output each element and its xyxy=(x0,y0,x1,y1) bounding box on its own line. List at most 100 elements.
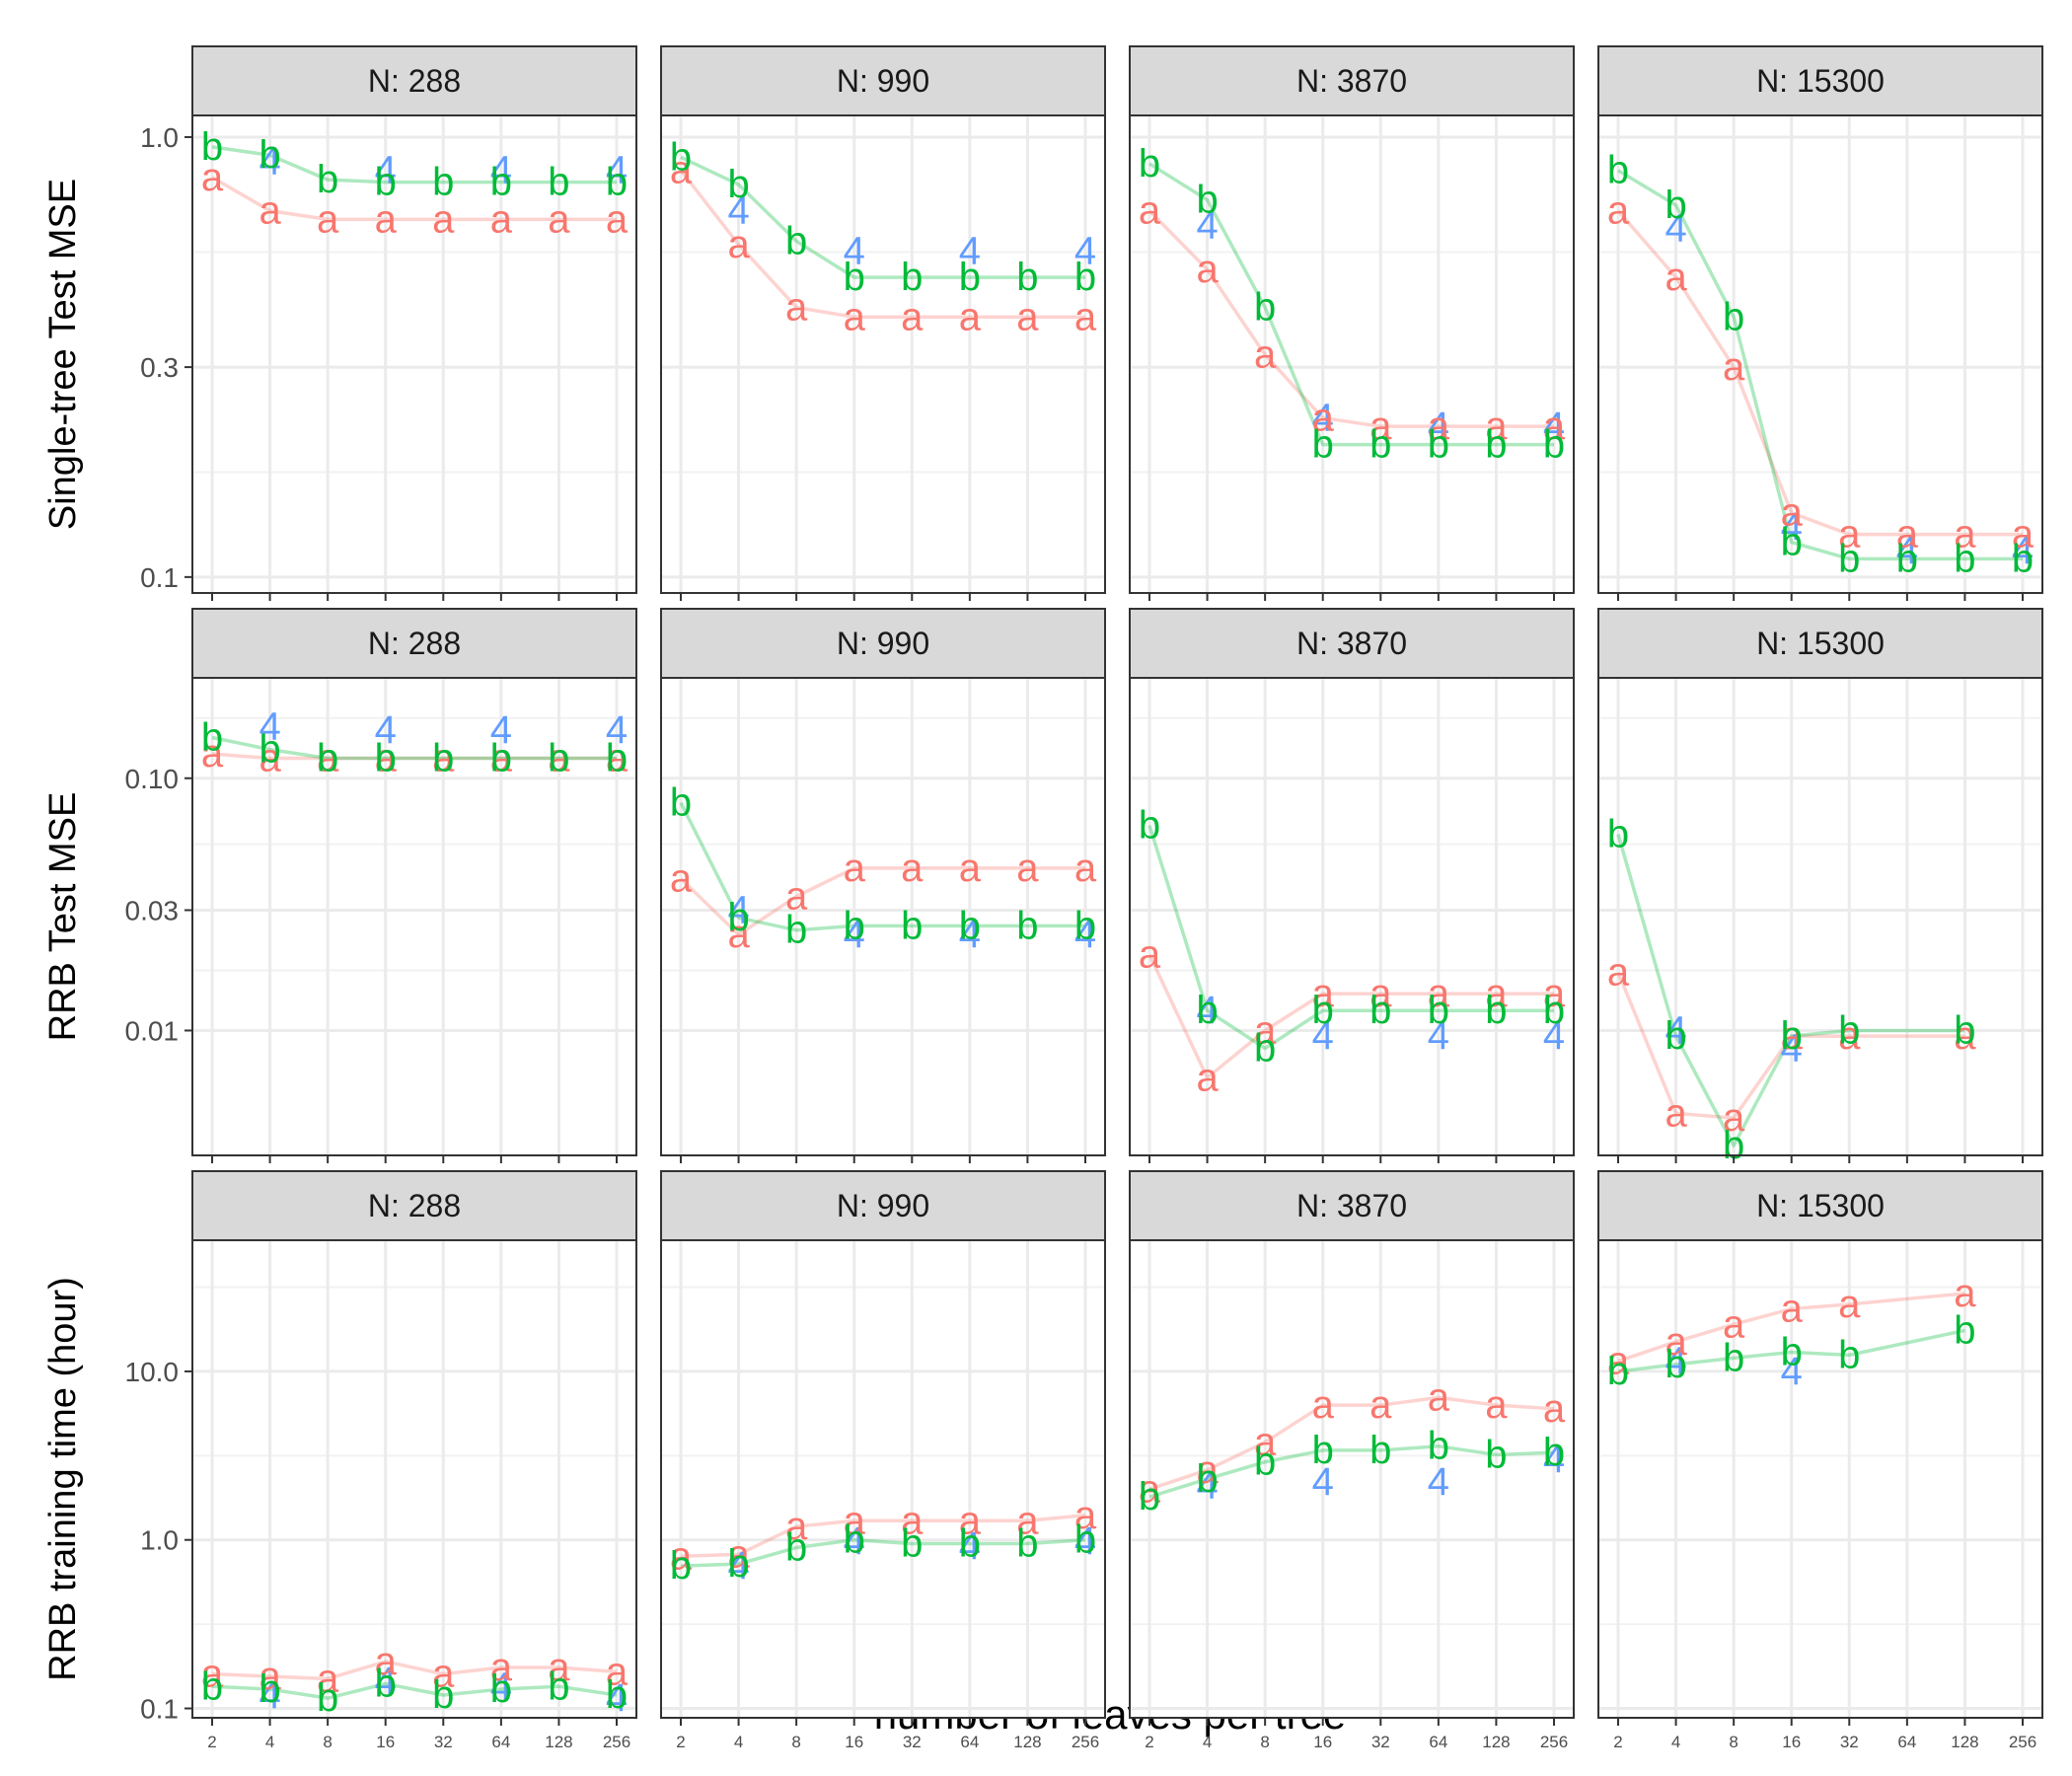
point-marker-b: b xyxy=(844,256,865,299)
point-marker-a: a xyxy=(201,1653,224,1696)
point-marker-b: b xyxy=(1016,256,1038,299)
series-line-b xyxy=(1148,1443,1555,1499)
point-marker-b: b xyxy=(1196,1457,1218,1501)
point-marker-a: a xyxy=(432,1653,455,1696)
point-marker-b: b xyxy=(1723,1124,1744,1167)
point-marker-a: a xyxy=(1369,1383,1392,1427)
point-marker-b: b xyxy=(259,1667,280,1711)
point-marker-b: b xyxy=(1543,1431,1565,1474)
point-marker-b: b xyxy=(1428,1425,1449,1468)
point-marker-4: 4 xyxy=(259,705,280,749)
point-marker-4: 4 xyxy=(1543,1438,1565,1481)
x-tick-label: 256 xyxy=(603,1733,630,1751)
point-marker-a: a xyxy=(1954,1014,1976,1058)
point-marker-4: 4 xyxy=(490,149,512,192)
point-marker-a: a xyxy=(1139,1467,1161,1511)
point-marker-b: b xyxy=(375,1663,397,1706)
point-marker-b: b xyxy=(1428,423,1449,467)
facet-strip xyxy=(660,45,1106,116)
point-marker-b: b xyxy=(1074,904,1096,947)
facet-strip xyxy=(1129,45,1575,116)
point-marker-b: b xyxy=(490,161,512,204)
panel-background xyxy=(192,1240,636,1718)
point-marker-b: b xyxy=(1016,904,1038,947)
x-tick-label: 2 xyxy=(1145,1733,1153,1751)
y-tick-label: 0.01 xyxy=(125,1015,180,1046)
point-marker-a: a xyxy=(490,737,513,780)
facet-strip xyxy=(1129,1170,1575,1241)
x-tick-label: 128 xyxy=(1951,1733,1978,1751)
point-marker-a: a xyxy=(1781,1288,1804,1331)
point-marker-b: b xyxy=(432,161,454,204)
point-marker-a: a xyxy=(1312,397,1335,440)
point-marker-a: a xyxy=(1781,1014,1804,1058)
point-marker-a: a xyxy=(1723,345,1745,389)
facet-strip-label: N: 288 xyxy=(368,626,461,661)
point-marker-a: a xyxy=(1543,405,1566,448)
x-tick-label: 4 xyxy=(734,1733,743,1751)
point-marker-b: b xyxy=(727,163,749,206)
point-marker-b: b xyxy=(959,1522,981,1566)
point-marker-4: 4 xyxy=(490,708,512,752)
point-marker-a: a xyxy=(1838,1283,1861,1326)
point-marker-b: b xyxy=(490,737,512,780)
point-marker-4: 4 xyxy=(1074,230,1096,273)
point-marker-a: a xyxy=(1254,333,1277,377)
series-line-b xyxy=(1617,169,2023,561)
point-marker-a: a xyxy=(670,857,693,901)
point-marker-a: a xyxy=(901,847,924,890)
x-tick-label: 128 xyxy=(1013,1733,1041,1751)
point-marker-b: b xyxy=(1665,1014,1686,1058)
point-marker-a: a xyxy=(1954,513,1976,556)
panel-background xyxy=(661,678,1105,1155)
y-axis-label: RRB training time (hour) xyxy=(42,1277,84,1681)
point-marker-b: b xyxy=(670,135,692,179)
point-marker-b: b xyxy=(201,125,223,169)
y-tick-label: 1.0 xyxy=(140,1525,179,1556)
point-marker-b: b xyxy=(785,909,807,952)
x-tick-label: 128 xyxy=(1482,1733,1510,1751)
point-marker-a: a xyxy=(317,737,339,780)
x-tick-label: 8 xyxy=(1260,1733,1269,1751)
point-marker-a: a xyxy=(606,1650,629,1693)
point-marker-a: a xyxy=(432,737,455,780)
point-marker-b: b xyxy=(548,1665,569,1708)
point-marker-4: 4 xyxy=(1781,1350,1803,1393)
point-marker-b: b xyxy=(1896,537,1918,580)
x-tick-label: 32 xyxy=(1371,1733,1390,1751)
series-line-b xyxy=(211,735,617,761)
point-marker-4: 4 xyxy=(959,230,981,273)
point-marker-b: b xyxy=(1954,1008,1975,1052)
x-tick-label: 256 xyxy=(1072,1733,1099,1751)
panel-background xyxy=(1598,1240,2042,1718)
point-marker-b: b xyxy=(259,728,280,772)
point-marker-b: b xyxy=(606,1673,628,1717)
point-marker-b: b xyxy=(317,158,338,201)
point-marker-b: b xyxy=(1723,295,1744,338)
point-marker-4: 4 xyxy=(844,913,865,956)
point-marker-a: a xyxy=(1428,405,1450,448)
point-marker-4: 4 xyxy=(727,189,749,233)
x-tick-label: 8 xyxy=(323,1733,332,1751)
point-marker-4: 4 xyxy=(1781,505,1803,549)
point-marker-4: 4 xyxy=(1428,1460,1449,1504)
y-tick-label: 0.1 xyxy=(140,562,179,593)
point-marker-a: a xyxy=(548,197,570,241)
point-marker-4: 4 xyxy=(1665,1008,1686,1052)
facet-strip xyxy=(1129,608,1575,679)
point-marker-a: a xyxy=(1254,1421,1277,1464)
series-line-a xyxy=(1617,1292,1965,1364)
point-marker-b: b xyxy=(1665,184,1686,227)
y-tick-label: 10.0 xyxy=(125,1357,180,1387)
x-tick-label: 16 xyxy=(1313,1733,1332,1751)
point-marker-4: 4 xyxy=(727,888,749,931)
point-marker-4: 4 xyxy=(606,708,628,752)
point-marker-b: b xyxy=(432,1673,454,1717)
point-marker-a: a xyxy=(1016,1499,1039,1542)
point-marker-4: 4 xyxy=(1665,1340,1686,1383)
series-line-b xyxy=(1617,1328,1965,1373)
point-marker-a: a xyxy=(201,156,224,199)
point-marker-b: b xyxy=(1954,1308,1975,1352)
point-marker-a: a xyxy=(785,875,808,919)
point-marker-a: a xyxy=(959,847,982,890)
